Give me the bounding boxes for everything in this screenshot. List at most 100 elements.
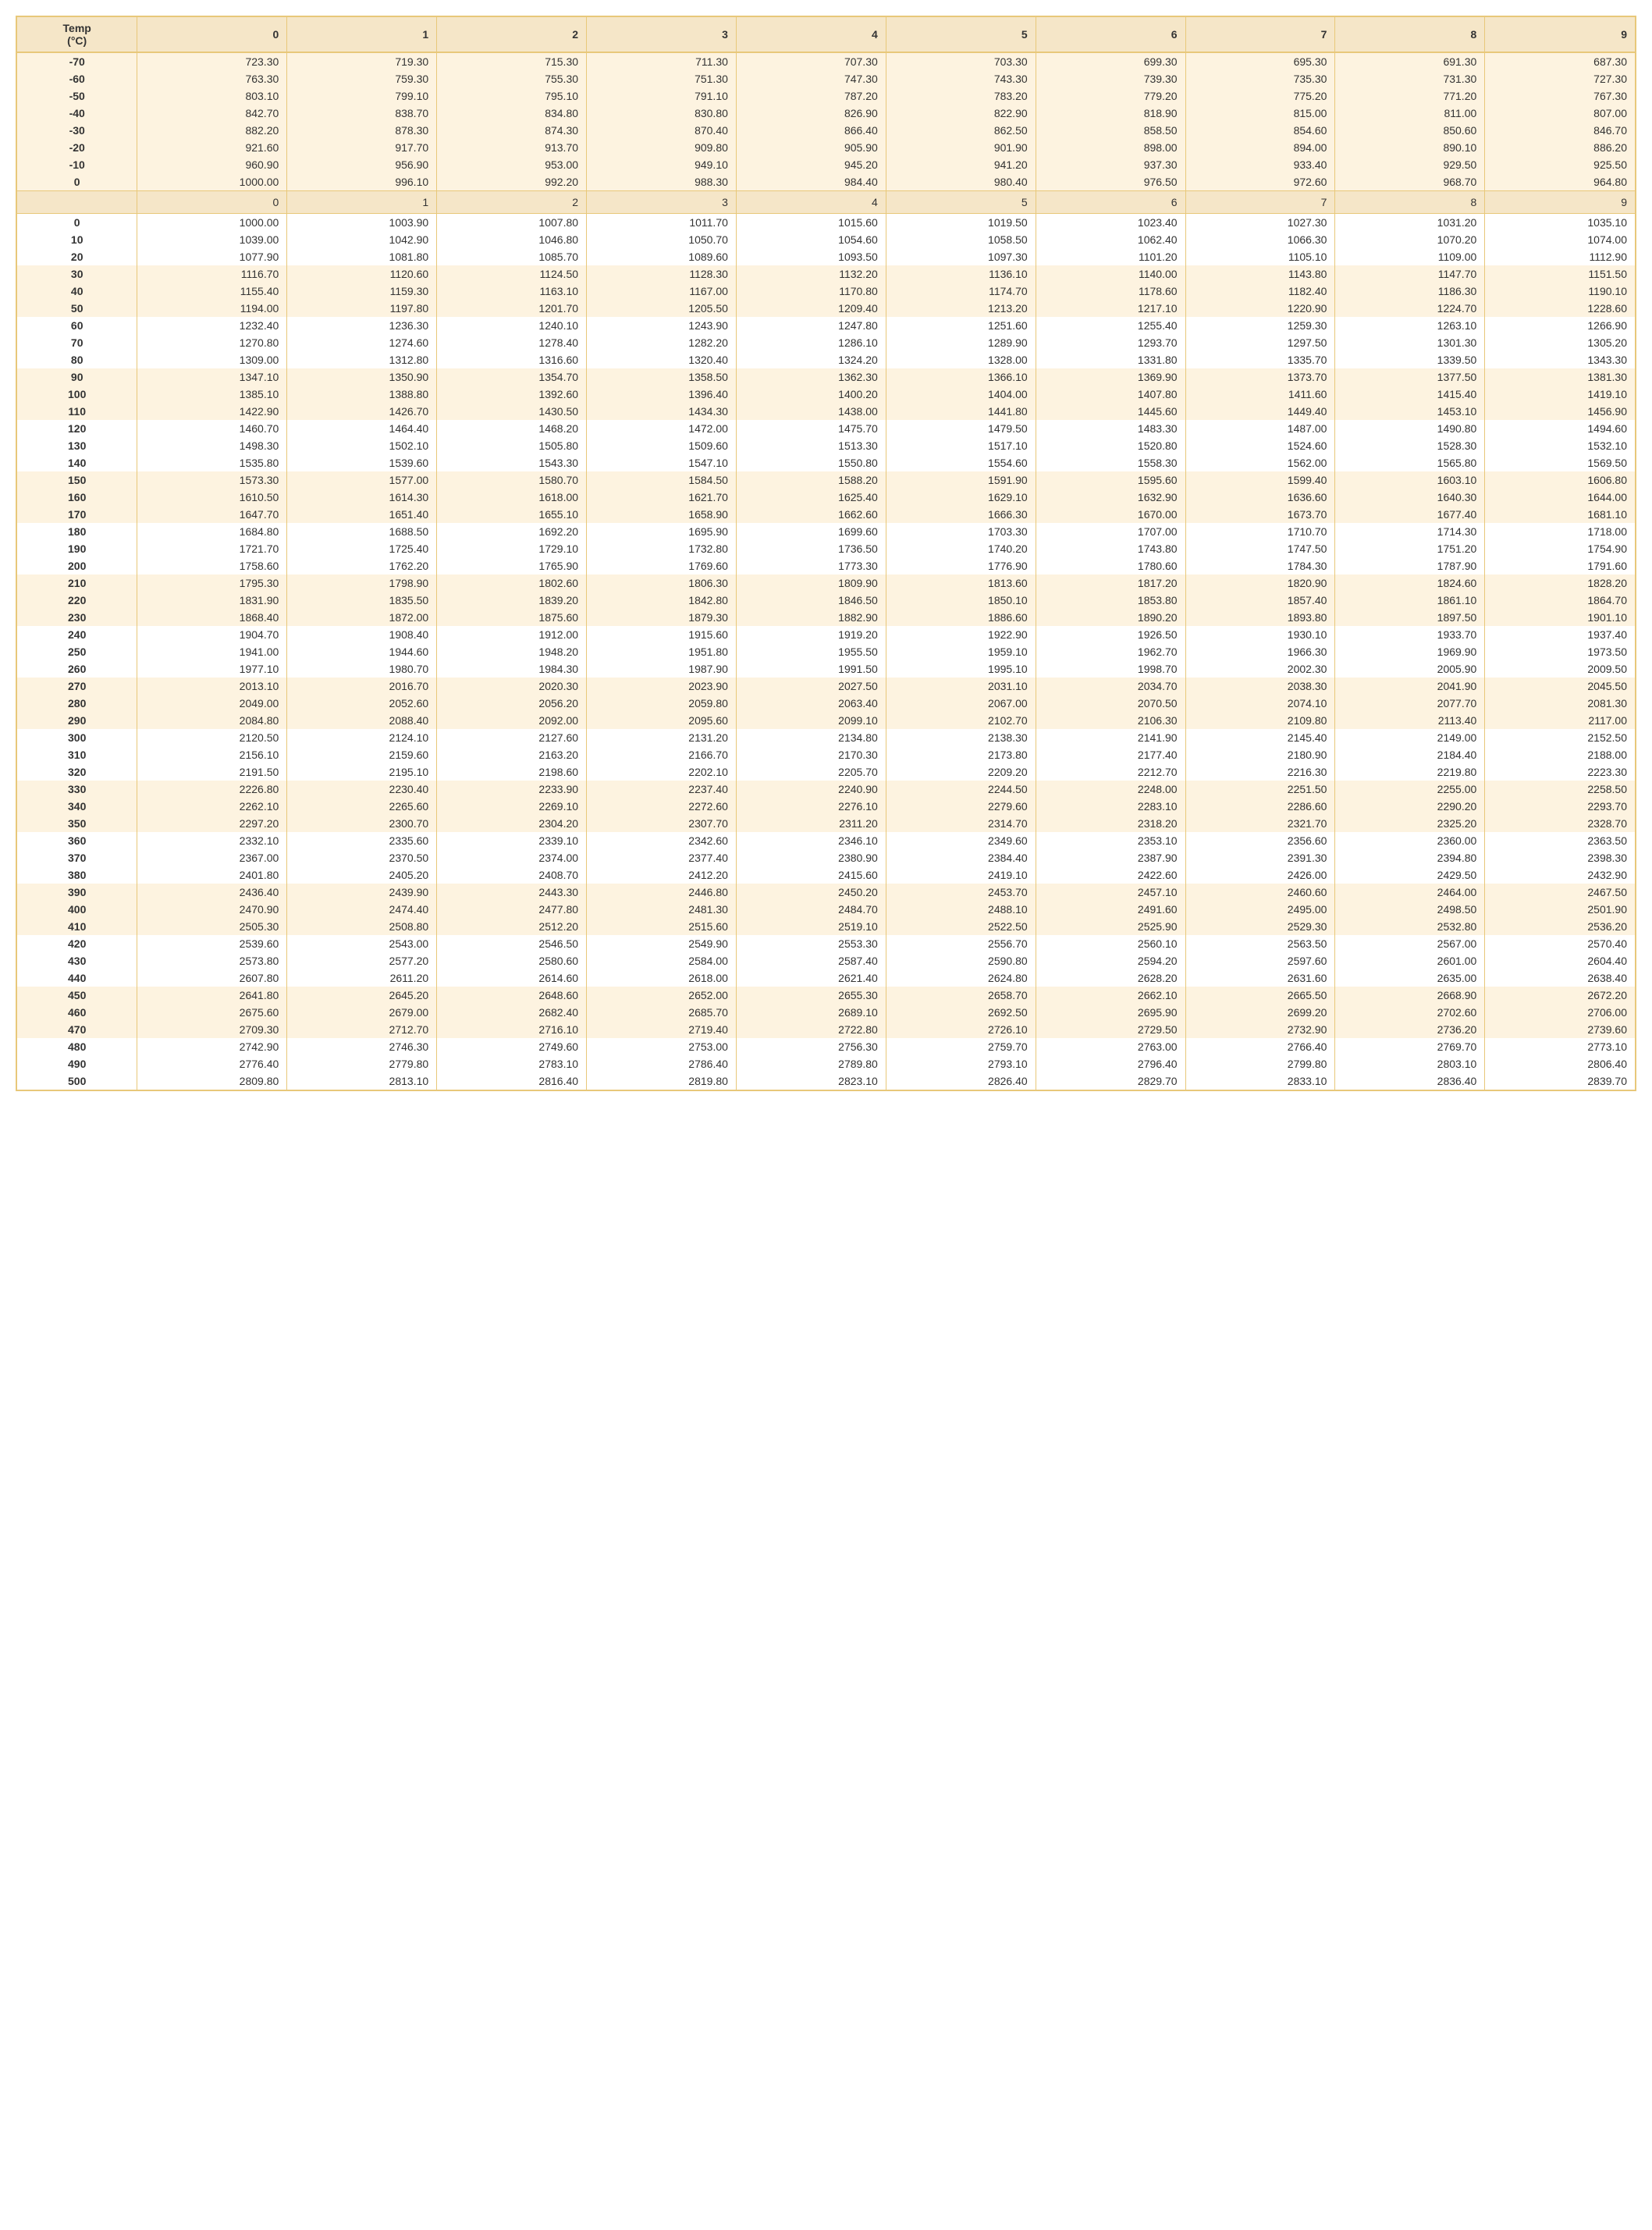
- cell: 1776.90: [886, 557, 1036, 574]
- table-row: 401155.401159.301163.101167.001170.80117…: [16, 283, 1636, 300]
- table-row: 2401904.701908.401912.001915.601919.2019…: [16, 626, 1636, 643]
- cell: 2166.70: [587, 746, 737, 763]
- cell: 775.20: [1185, 87, 1335, 105]
- cell: 2826.40: [886, 1072, 1036, 1090]
- cell: 898.00: [1036, 139, 1185, 156]
- table-separator: 0123456789: [16, 191, 1636, 214]
- col-header-temp: Temp(°C): [16, 16, 137, 52]
- row-label: 170: [16, 506, 137, 523]
- cell: 2113.40: [1335, 712, 1485, 729]
- row-label: 140: [16, 454, 137, 471]
- cell: 2641.80: [137, 987, 287, 1004]
- cell: 913.70: [437, 139, 587, 156]
- cell: 715.30: [437, 52, 587, 70]
- cell: 878.30: [287, 122, 437, 139]
- cell: 803.10: [137, 87, 287, 105]
- cell: 1194.00: [137, 300, 287, 317]
- cell: 695.30: [1185, 52, 1335, 70]
- cell: 2488.10: [886, 901, 1036, 918]
- cell: 2173.80: [886, 746, 1036, 763]
- cell: 1136.10: [886, 265, 1036, 283]
- cell: 2799.80: [1185, 1055, 1335, 1072]
- cell: 2470.90: [137, 901, 287, 918]
- cell: 1220.90: [1185, 300, 1335, 317]
- col-header-9: 9: [1485, 16, 1636, 52]
- cell: 2020.30: [437, 678, 587, 695]
- cell: 1765.90: [437, 557, 587, 574]
- cell: 1178.60: [1036, 283, 1185, 300]
- cell: 1505.80: [437, 437, 587, 454]
- cell: 2401.80: [137, 866, 287, 884]
- cell: 1688.50: [287, 523, 437, 540]
- cell: 767.30: [1485, 87, 1636, 105]
- cell: 2156.10: [137, 746, 287, 763]
- cell: 2367.00: [137, 849, 287, 866]
- cell: 1155.40: [137, 283, 287, 300]
- sep-cell-4: 3: [587, 191, 737, 214]
- cell: 2773.10: [1485, 1038, 1636, 1055]
- cell: 1879.30: [587, 609, 737, 626]
- cell: 2339.10: [437, 832, 587, 849]
- cell: 1490.80: [1335, 420, 1485, 437]
- cell: 1266.90: [1485, 317, 1636, 334]
- cell: 2405.20: [287, 866, 437, 884]
- cell: 727.30: [1485, 70, 1636, 87]
- cell: 2184.40: [1335, 746, 1485, 763]
- row-label: 430: [16, 952, 137, 969]
- cell: 945.20: [736, 156, 886, 173]
- cell: 2505.30: [137, 918, 287, 935]
- cell: 1603.10: [1335, 471, 1485, 489]
- cell: 1651.40: [287, 506, 437, 523]
- row-label: 350: [16, 815, 137, 832]
- cell: 1681.10: [1485, 506, 1636, 523]
- cell: 976.50: [1036, 173, 1185, 191]
- row-label: 150: [16, 471, 137, 489]
- cell: 1270.80: [137, 334, 287, 351]
- cell: 2607.80: [137, 969, 287, 987]
- table-row: 2501941.001944.601948.201951.801955.5019…: [16, 643, 1636, 660]
- table-row: 3202191.502195.102198.602202.102205.7022…: [16, 763, 1636, 781]
- cell: 2729.50: [1036, 1021, 1185, 1038]
- cell: 1324.20: [736, 351, 886, 368]
- cell: 2216.30: [1185, 763, 1335, 781]
- cell: 2736.20: [1335, 1021, 1485, 1038]
- table-row: 301116.701120.601124.501128.301132.20113…: [16, 265, 1636, 283]
- cell: 2248.00: [1036, 781, 1185, 798]
- row-label: 230: [16, 609, 137, 626]
- cell: 763.30: [137, 70, 287, 87]
- cell: 1809.90: [736, 574, 886, 592]
- cell: 818.90: [1036, 105, 1185, 122]
- cell: 1831.90: [137, 592, 287, 609]
- cell: 2590.80: [886, 952, 1036, 969]
- table-body-positive: 01000.001003.901007.801011.701015.601019…: [16, 214, 1636, 1091]
- table-row: 4802742.902746.302749.602753.002756.3027…: [16, 1038, 1636, 1055]
- cell: 2102.70: [886, 712, 1036, 729]
- cell: 2753.00: [587, 1038, 737, 1055]
- cell: 2370.50: [287, 849, 437, 866]
- cell: 2793.10: [886, 1055, 1036, 1072]
- cell: 2618.00: [587, 969, 737, 987]
- cell: 1259.30: [1185, 317, 1335, 334]
- cell: 759.30: [287, 70, 437, 87]
- cell: 1396.40: [587, 386, 737, 403]
- cell: 1868.40: [137, 609, 287, 626]
- cell: 2059.80: [587, 695, 737, 712]
- cell: 1201.70: [437, 300, 587, 317]
- cell: 1606.80: [1485, 471, 1636, 489]
- col-header-0: 0: [137, 16, 287, 52]
- sep-cell-2: 1: [287, 191, 437, 214]
- cell: 1695.90: [587, 523, 737, 540]
- cell: 1019.50: [886, 214, 1036, 232]
- cell: 1097.30: [886, 248, 1036, 265]
- cell: 2553.30: [736, 935, 886, 952]
- cell: 2311.20: [736, 815, 886, 832]
- cell: 2408.70: [437, 866, 587, 884]
- row-label: 110: [16, 403, 137, 420]
- cell: 1331.80: [1036, 351, 1185, 368]
- cell: 2816.40: [437, 1072, 587, 1090]
- cell: 2529.30: [1185, 918, 1335, 935]
- cell: 1316.60: [437, 351, 587, 368]
- cell: 1798.90: [287, 574, 437, 592]
- cell: 2145.40: [1185, 729, 1335, 746]
- cell: 1003.90: [287, 214, 437, 232]
